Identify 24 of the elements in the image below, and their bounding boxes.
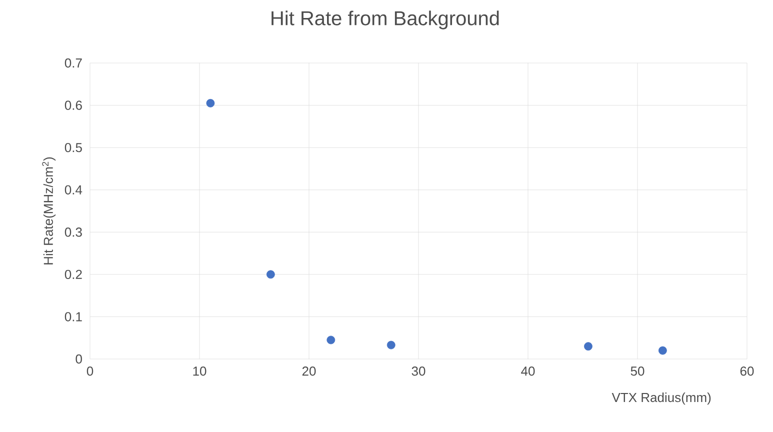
y-tick-label: 0.3 bbox=[64, 228, 82, 237]
point bbox=[266, 270, 275, 279]
x-tick-label: 10 bbox=[193, 366, 206, 376]
y-tick-label: 0.2 bbox=[64, 270, 82, 280]
y-tick-label: 0.4 bbox=[64, 185, 82, 194]
chart-title: Hit Rate from Background bbox=[272, 10, 499, 30]
point bbox=[326, 336, 336, 344]
x-axis-title: VTX Radius(mm) bbox=[612, 392, 711, 405]
x-tick-label: 0 bbox=[86, 366, 94, 376]
y-tick-label: 0.5 bbox=[64, 142, 82, 152]
point bbox=[386, 340, 396, 350]
x-tick-label: 50 bbox=[630, 366, 644, 376]
y-axis-title: Hit Rate(MHz/cm$^{2}$) bbox=[42, 157, 56, 264]
y-tick-label: 0 bbox=[76, 354, 82, 364]
point bbox=[206, 98, 215, 108]
x-tick-label: 20 bbox=[302, 366, 316, 376]
point bbox=[584, 342, 592, 351]
x-tick-label: 60 bbox=[740, 366, 754, 376]
y-tick-label: 0.7 bbox=[64, 58, 82, 68]
y-tick-label: 0.1 bbox=[64, 312, 82, 322]
y-tick-label: 0.6 bbox=[64, 100, 82, 110]
x-tick-label: 30 bbox=[412, 366, 426, 376]
point bbox=[658, 346, 667, 355]
x-tick-label: 40 bbox=[521, 366, 535, 376]
